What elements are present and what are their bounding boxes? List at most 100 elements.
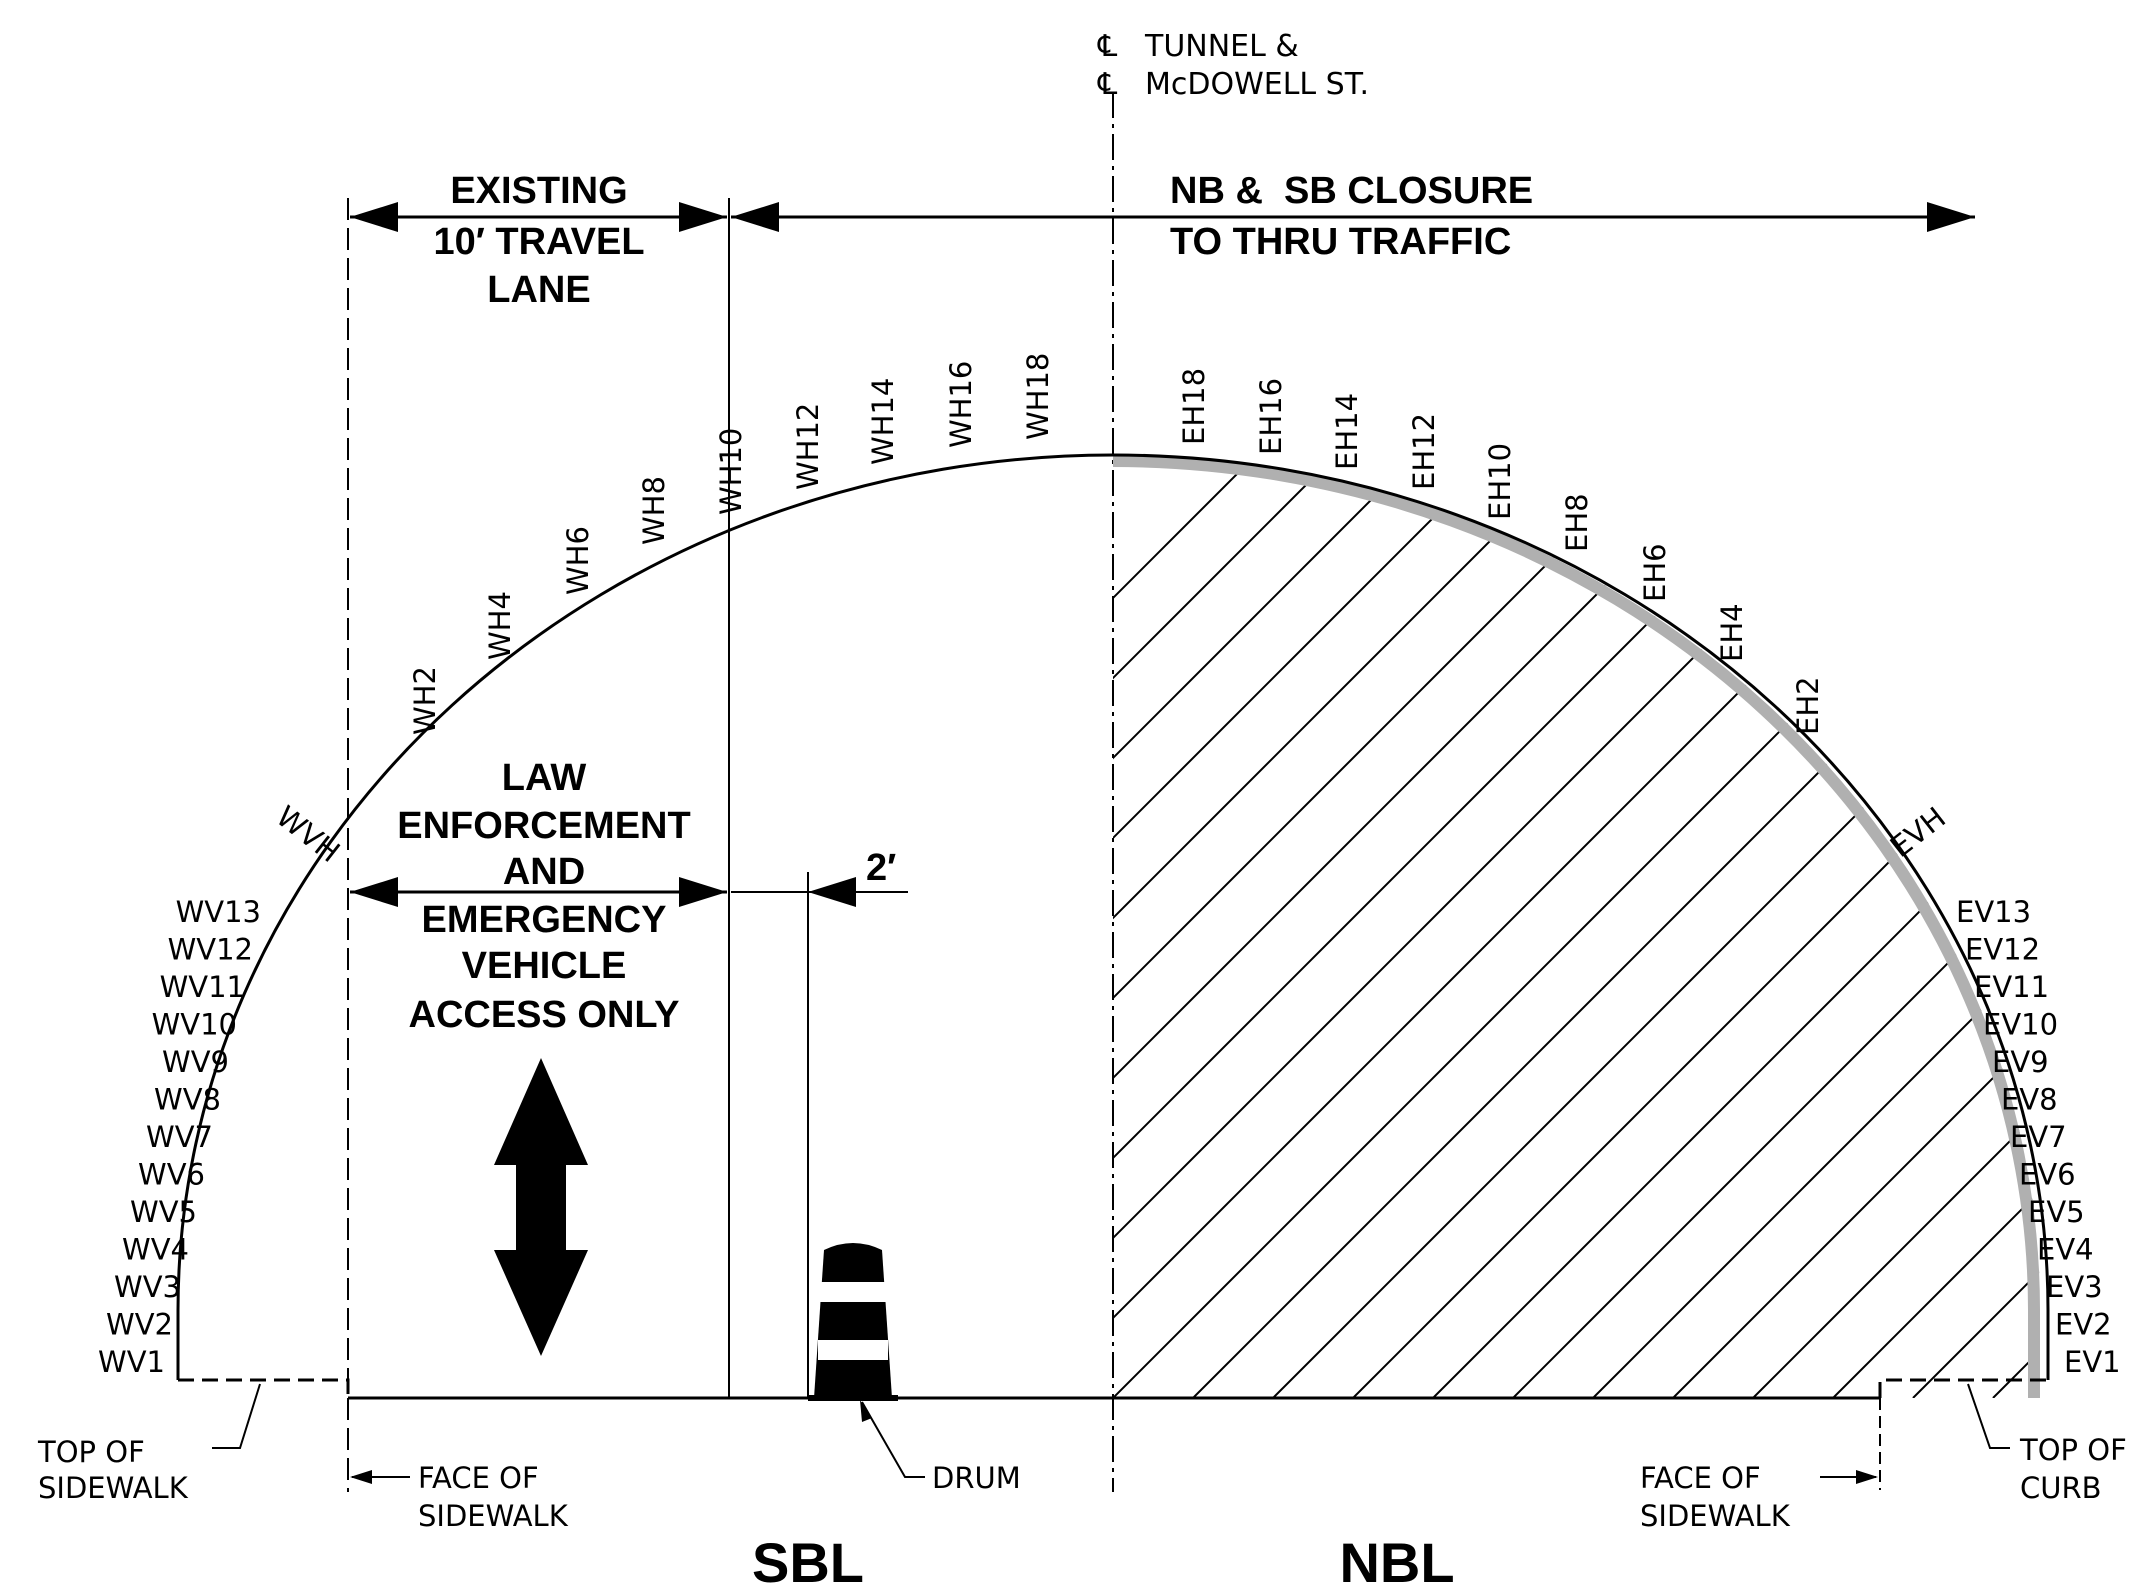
top-of-curb-label-line1: TOP OF [2019, 1433, 2127, 1467]
station-label-eh8: EH8 [1560, 493, 1594, 552]
station-label-wvh: WVH [270, 799, 346, 869]
station-label-wh2: WH2 [408, 666, 442, 735]
hatch-line [1352, 455, 2040, 1398]
hatch-line [1113, 455, 1554, 1398]
hatch-line [1113, 455, 1394, 1398]
station-label-eh4: EH4 [1715, 603, 1749, 662]
hatch-line [1832, 455, 2040, 1398]
station-label-wv11: WV11 [160, 970, 245, 1004]
closure-label-line2: TO THRU TRAFFIC [1170, 221, 1511, 263]
station-label-wh6: WH6 [561, 526, 595, 595]
station-label-wh14: WH14 [866, 378, 900, 465]
station-label-wv10: WV10 [152, 1008, 237, 1042]
drum-label: DRUM [932, 1461, 1021, 1495]
hatch-line [1113, 455, 1874, 1398]
station-label-eh2: EH2 [1791, 676, 1825, 735]
station-label-ev5: EV5 [2028, 1195, 2085, 1229]
station-label-ev13: EV13 [1956, 895, 2031, 929]
station-label-wh16: WH16 [944, 361, 978, 448]
face-of-sidewalk-left-line2: SIDEWALK [418, 1499, 569, 1533]
centerline-symbol-1: ℄ [1097, 29, 1117, 64]
face-of-sidewalk-right-line1: FACE OF [1640, 1461, 1761, 1495]
hatch-line [1113, 455, 1314, 1398]
face-of-sidewalk-right-line2: SIDEWALK [1640, 1499, 1791, 1533]
hatch-line [1113, 455, 1954, 1398]
access-label-line5: VEHICLE [462, 945, 627, 987]
station-label-wv7: WV7 [146, 1120, 213, 1154]
station-label-ev2: EV2 [2055, 1308, 2112, 1342]
tunnel-arch [176, 453, 2050, 1380]
station-label-eh14: EH14 [1330, 393, 1364, 470]
station-label-ev6: EV6 [2019, 1158, 2076, 1192]
existing-lane-label-line1: EXISTING [450, 170, 627, 212]
station-label-wh8: WH8 [637, 476, 671, 545]
offset-arrow [808, 877, 856, 907]
offset-label: 2′ [866, 847, 896, 889]
access-label-line1: LAW [502, 757, 587, 799]
sbl-label: SBL [752, 1531, 864, 1592]
station-label-ev3: EV3 [2046, 1270, 2103, 1304]
top-of-sidewalk-line [178, 1378, 350, 1398]
station-label-wv12: WV12 [168, 933, 253, 967]
station-label-eh18: EH18 [1177, 368, 1211, 445]
station-label-wv2: WV2 [106, 1308, 173, 1342]
station-label-eh16: EH16 [1254, 378, 1288, 455]
station-label-wv9: WV9 [162, 1045, 229, 1079]
station-label-ev9: EV9 [1992, 1045, 2049, 1079]
access-label-line2: ENFORCEMENT [397, 805, 690, 847]
closure-label-line1: NB & SB CLOSURE [1170, 170, 1533, 212]
access-label-line3: AND [503, 851, 585, 893]
station-label-eh6: EH6 [1638, 543, 1672, 602]
face-of-sidewalk-right-arrow [1856, 1470, 1878, 1484]
drum-leader-arrow [860, 1400, 872, 1422]
top-of-curb-leader [1967, 1383, 2010, 1449]
access-label-line4: EMERGENCY [422, 899, 667, 941]
station-label-eh10: EH10 [1483, 443, 1517, 520]
hatch-line [1272, 455, 2040, 1398]
station-label-eh12: EH12 [1407, 413, 1441, 490]
station-label-wh10: WH10 [714, 428, 748, 515]
station-label-wh12: WH12 [791, 403, 825, 490]
station-label-ev10: EV10 [1983, 1008, 2058, 1042]
centerline-label-line1: TUNNEL & [1144, 29, 1299, 64]
closure-arrow-left [731, 202, 779, 232]
top-of-curb-line [1878, 1378, 2048, 1398]
centerline-label-line2: McDOWELL ST. [1145, 67, 1369, 102]
station-label-wv5: WV5 [130, 1195, 197, 1229]
station-label-ev12: EV12 [1965, 933, 2040, 967]
access-label-line6: ACCESS ONLY [409, 994, 680, 1036]
existing-lane-arrow-left [350, 202, 398, 232]
station-label-wv4: WV4 [122, 1233, 189, 1267]
station-label-wv8: WV8 [154, 1083, 221, 1117]
hatch-line [1113, 455, 1634, 1398]
hatch-line [1752, 455, 2040, 1398]
nbl-label: NBL [1339, 1531, 1454, 1592]
two-way-arrow-icon [494, 1058, 588, 1356]
drum-leader [861, 1401, 925, 1478]
station-label-ev8: EV8 [2001, 1083, 2058, 1117]
station-label-ev4: EV4 [2037, 1233, 2094, 1267]
station-label-wv3: WV3 [114, 1270, 181, 1304]
station-label-ev1: EV1 [2064, 1345, 2121, 1379]
top-of-sidewalk-label-line2: SIDEWALK [38, 1471, 189, 1505]
top-of-curb-label-line2: CURB [2020, 1471, 2102, 1505]
station-label-wh18: WH18 [1021, 353, 1055, 440]
station-label-wh4: WH4 [483, 591, 517, 660]
top-of-sidewalk-leader [212, 1383, 261, 1449]
station-label-ev7: EV7 [2010, 1120, 2067, 1154]
closure-arch-band [1112, 455, 2040, 1398]
access-arrow-right [679, 877, 727, 907]
access-arrow-left [350, 877, 398, 907]
existing-lane-arrow-right [679, 202, 727, 232]
hatch-line [1592, 455, 2040, 1398]
face-of-sidewalk-left-arrow [350, 1470, 372, 1484]
hatch-line [1672, 455, 2040, 1398]
station-label-wv6: WV6 [138, 1158, 205, 1192]
centerline-symbol-2: ℄ [1097, 67, 1117, 102]
closure-arrow-right [1927, 202, 1975, 232]
drum-icon [808, 1243, 898, 1401]
hatch-line [1113, 455, 1474, 1398]
station-label-ev11: EV11 [1974, 970, 2049, 1004]
